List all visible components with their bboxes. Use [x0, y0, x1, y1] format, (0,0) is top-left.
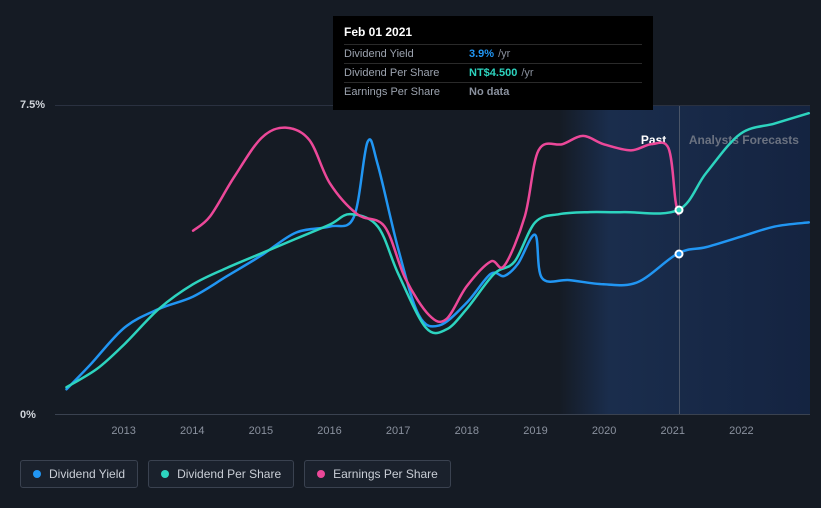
tooltip-row-unit: /yr	[521, 67, 533, 79]
tooltip-date: Feb 01 2021	[344, 25, 642, 39]
legend-swatch	[33, 470, 41, 478]
y-axis-label: 0%	[20, 409, 36, 421]
x-axis-label: 2014	[180, 425, 204, 437]
legend-item-dividend_yield[interactable]: Dividend Yield	[20, 460, 138, 488]
legend-swatch	[161, 470, 169, 478]
marker-dividend_per_share	[674, 206, 683, 215]
legend: Dividend Yield Dividend Per Share Earnings…	[20, 460, 451, 488]
x-axis-label: 2020	[592, 425, 616, 437]
x-axis-label: 2016	[317, 425, 341, 437]
legend-item-dividend_per_share[interactable]: Dividend Per Share	[148, 460, 294, 488]
tooltip-row: Dividend Yield3.9% /yr	[344, 44, 642, 63]
tooltip-row-unit: /yr	[498, 48, 510, 60]
x-axis-label: 2021	[660, 425, 684, 437]
legend-label: Earnings Per Share	[333, 467, 438, 481]
series-line-earnings_per_share	[193, 128, 678, 322]
line-svg	[55, 105, 810, 414]
chart-area: Past Analysts Forecasts 0%7.5%2013201420…	[20, 105, 810, 415]
chart-tooltip: Feb 01 2021 Dividend Yield3.9%/yrDividen…	[333, 16, 653, 110]
x-axis-label: 2013	[111, 425, 135, 437]
marker-dividend_yield	[674, 249, 683, 258]
tooltip-rows: Dividend Yield3.9%/yrDividend Per ShareN…	[344, 44, 642, 101]
tooltip-row-value: No data	[469, 86, 509, 98]
x-axis-label: 2018	[455, 425, 479, 437]
tooltip-row: Dividend Per ShareNT$4.500/yr	[344, 63, 642, 82]
tooltip-row-value: NT$4.500	[469, 67, 517, 79]
legend-item-earnings_per_share[interactable]: Earnings Per Share	[304, 460, 451, 488]
tooltip-row-label: Dividend Per Share	[344, 67, 469, 79]
series-line-dividend_yield	[66, 139, 808, 389]
y-axis-label: 7.5%	[20, 99, 45, 111]
legend-label: Dividend Per Share	[177, 467, 281, 481]
x-axis-label: 2019	[523, 425, 547, 437]
tooltip-row-label: Dividend Yield	[344, 48, 469, 60]
legend-label: Dividend Yield	[49, 467, 125, 481]
x-axis-label: 2017	[386, 425, 410, 437]
legend-swatch	[317, 470, 325, 478]
series-line-dividend_per_share	[66, 113, 808, 387]
tooltip-row-value: 3.9%	[469, 48, 494, 60]
tooltip-row-label: Earnings Per Share	[344, 86, 469, 98]
plot-region[interactable]: Past Analysts Forecasts	[55, 105, 810, 415]
tooltip-row: Earnings Per ShareNo data	[344, 82, 642, 101]
x-axis-label: 2015	[249, 425, 273, 437]
x-axis-label: 2022	[729, 425, 753, 437]
